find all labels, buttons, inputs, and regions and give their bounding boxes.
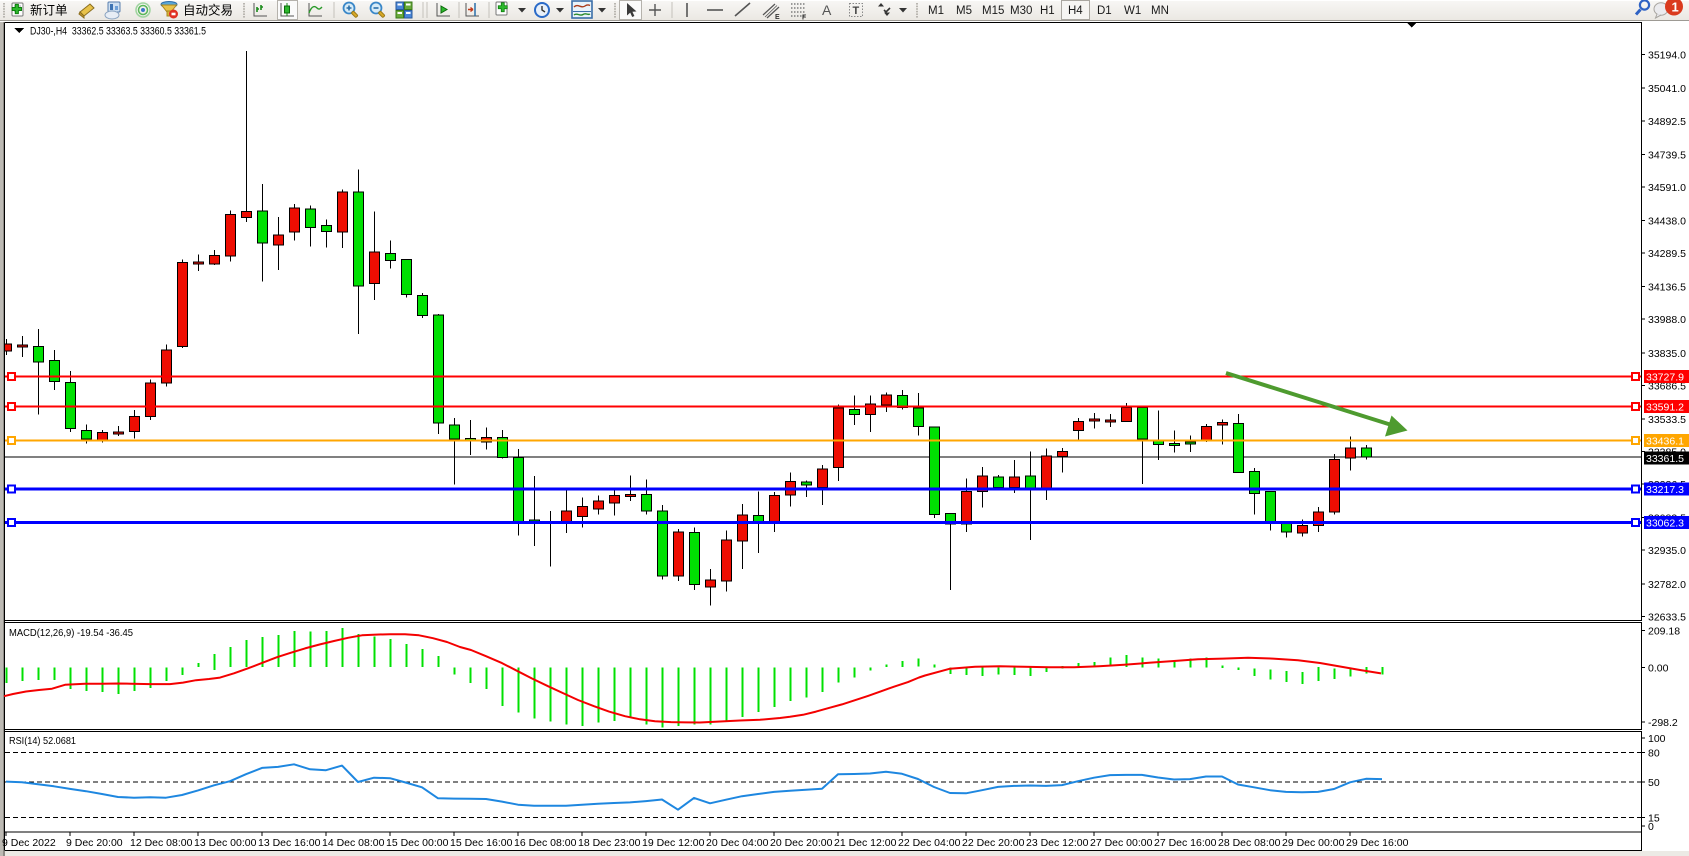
svg-text:19 Dec 12:00: 19 Dec 12:00 [642, 837, 705, 849]
svg-text:14 Dec 08:00: 14 Dec 08:00 [322, 837, 385, 849]
svg-text:H4: H4 [1068, 5, 1083, 17]
svg-text:32935.0: 32935.0 [1648, 545, 1686, 557]
svg-text:35194.0: 35194.0 [1648, 50, 1686, 62]
svg-text:20 Dec 04:00: 20 Dec 04:00 [706, 837, 769, 849]
svg-text:50: 50 [1648, 777, 1660, 789]
svg-text:21 Dec 12:00: 21 Dec 12:00 [834, 837, 897, 849]
svg-text:34289.5: 34289.5 [1648, 248, 1686, 260]
svg-text:12 Dec 08:00: 12 Dec 08:00 [130, 837, 193, 849]
svg-text:33686.5: 33686.5 [1648, 380, 1686, 392]
svg-text:29 Dec 00:00: 29 Dec 00:00 [1282, 837, 1345, 849]
svg-text:33533.5: 33533.5 [1648, 414, 1686, 426]
svg-text:-298.2: -298.2 [1648, 717, 1678, 729]
svg-text:M30: M30 [1010, 5, 1032, 17]
svg-text:33361.5: 33361.5 [1646, 453, 1684, 465]
svg-text:29 Dec 16:00: 29 Dec 16:00 [1346, 837, 1409, 849]
svg-text:A: A [822, 2, 832, 18]
svg-text:D1: D1 [1097, 5, 1112, 17]
svg-text:33217.3: 33217.3 [1646, 484, 1684, 496]
svg-text:0.00: 0.00 [1648, 662, 1669, 674]
svg-text:DJ30-,H4 33362.5 33363.5 3336: DJ30-,H4 33362.5 33363.5 33360.5 33361.5 [30, 26, 206, 38]
svg-text:33835.0: 33835.0 [1648, 348, 1686, 360]
svg-text:H1: H1 [1040, 5, 1055, 17]
svg-text:15 Dec 16:00: 15 Dec 16:00 [450, 837, 513, 849]
svg-text:13 Dec 16:00: 13 Dec 16:00 [258, 837, 321, 849]
svg-text:MACD(12,26,9) -19.54 -36.45: MACD(12,26,9) -19.54 -36.45 [9, 627, 133, 639]
svg-text:20 Dec 20:00: 20 Dec 20:00 [770, 837, 833, 849]
svg-text:MN: MN [1151, 5, 1169, 17]
svg-text:1: 1 [1672, 0, 1679, 15]
svg-text:M15: M15 [982, 5, 1004, 17]
svg-text:T: T [853, 5, 860, 17]
svg-text:34136.5: 34136.5 [1648, 282, 1686, 294]
svg-text:100: 100 [1648, 733, 1666, 745]
svg-text:34892.5: 34892.5 [1648, 116, 1686, 128]
svg-text:15: 15 [1648, 813, 1660, 825]
svg-text:35041.0: 35041.0 [1648, 83, 1686, 95]
svg-text:34438.0: 34438.0 [1648, 216, 1686, 228]
svg-text:80: 80 [1648, 747, 1660, 759]
svg-text:22 Dec 20:00: 22 Dec 20:00 [962, 837, 1025, 849]
svg-text:34739.5: 34739.5 [1648, 149, 1686, 161]
svg-text:RSI(14) 52.0681: RSI(14) 52.0681 [9, 735, 76, 747]
svg-text:27 Dec 16:00: 27 Dec 16:00 [1154, 837, 1217, 849]
svg-text:13 Dec 00:00: 13 Dec 00:00 [194, 837, 257, 849]
svg-text:9 Dec 2022: 9 Dec 2022 [2, 837, 56, 849]
svg-text:22 Dec 04:00: 22 Dec 04:00 [898, 837, 961, 849]
svg-text:209.18: 209.18 [1648, 626, 1680, 638]
svg-text:33436.1: 33436.1 [1646, 436, 1684, 448]
svg-text:16 Dec 08:00: 16 Dec 08:00 [514, 837, 577, 849]
svg-text:M1: M1 [928, 5, 944, 17]
svg-text:33062.3: 33062.3 [1646, 517, 1684, 529]
svg-text:33591.2: 33591.2 [1646, 402, 1684, 414]
svg-text:W1: W1 [1124, 5, 1141, 17]
svg-text:9 Dec 20:00: 9 Dec 20:00 [66, 837, 123, 849]
svg-text:23 Dec 12:00: 23 Dec 12:00 [1026, 837, 1089, 849]
svg-text:28 Dec 08:00: 28 Dec 08:00 [1218, 837, 1281, 849]
svg-text:0: 0 [1648, 821, 1654, 833]
svg-text:M5: M5 [956, 5, 972, 17]
svg-text:E: E [775, 14, 780, 20]
svg-text:新订单: 新订单 [30, 3, 68, 18]
svg-text:32782.0: 32782.0 [1648, 579, 1686, 591]
svg-text:34591.0: 34591.0 [1648, 182, 1686, 194]
svg-text:18 Dec 23:00: 18 Dec 23:00 [578, 837, 641, 849]
svg-text:27 Dec 00:00: 27 Dec 00:00 [1090, 837, 1153, 849]
svg-text:F: F [802, 15, 807, 21]
svg-text:15 Dec 00:00: 15 Dec 00:00 [386, 837, 449, 849]
svg-text:33988.0: 33988.0 [1648, 314, 1686, 326]
svg-text:32633.5: 32633.5 [1648, 611, 1686, 623]
svg-text:33727.9: 33727.9 [1646, 372, 1684, 384]
svg-text:自动交易: 自动交易 [183, 3, 233, 18]
